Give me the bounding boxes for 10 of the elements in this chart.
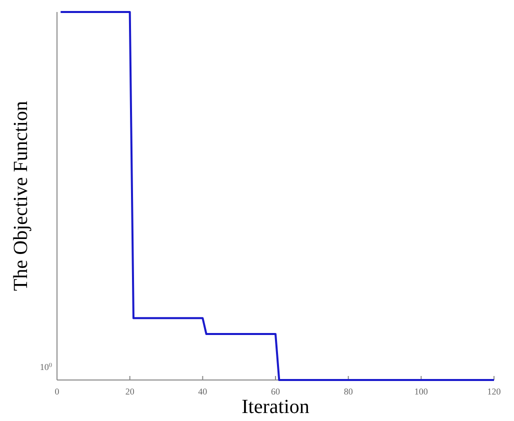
x-tick-label: 60 [271, 386, 280, 396]
text: 10$^{0}$ [40, 362, 52, 372]
x-tick-label: 0 [54, 386, 60, 396]
y-axis-title: The Objective Function [10, 101, 32, 291]
x-tick-label: 100 [414, 386, 428, 396]
x-tick-label: 120 [487, 386, 502, 396]
x-tick-label: 40 [198, 386, 208, 396]
x-tick-label: 80 [344, 386, 354, 396]
x-axis-title: Iteration [242, 396, 310, 418]
x-tick-label: 20 [125, 386, 135, 396]
